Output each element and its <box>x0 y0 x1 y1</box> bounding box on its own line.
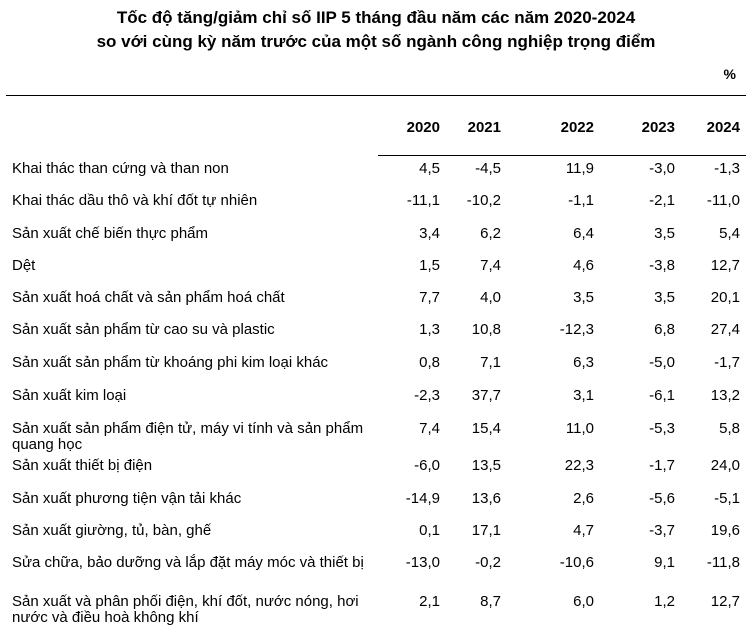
cell-value: 10,8 <box>471 321 501 338</box>
column-header-2020: 2020 <box>406 119 440 136</box>
row-label: Sản xuất thiết bị điện <box>12 457 153 474</box>
cell-value: 22,3 <box>564 457 594 474</box>
cell-value: 6,8 <box>654 321 675 338</box>
unit-label: % <box>723 66 736 82</box>
row-label: Sửa chữa, bảo dưỡng và lắp đặt máy móc v… <box>12 554 364 571</box>
cell-value: -6,0 <box>414 457 440 474</box>
header-rule <box>378 155 746 156</box>
column-header-2023: 2023 <box>641 119 675 136</box>
cell-value: 1,5 <box>419 257 440 274</box>
cell-value: -11,8 <box>706 554 740 571</box>
cell-value: -3,7 <box>649 522 675 539</box>
cell-value: 3,4 <box>419 225 440 242</box>
cell-value: 6,2 <box>480 225 501 242</box>
cell-value: 13,2 <box>710 387 740 404</box>
row-label: Sản xuất kim loại <box>12 387 127 404</box>
cell-value: 2,1 <box>419 593 440 610</box>
cell-value: 3,5 <box>573 289 594 306</box>
cell-value: 4,0 <box>480 289 501 306</box>
column-header-2024: 2024 <box>706 119 740 136</box>
title-line-2: so với cùng kỳ năm trước của một số ngàn… <box>96 32 656 51</box>
cell-value: 4,5 <box>419 160 440 177</box>
cell-value: 0,8 <box>419 354 440 371</box>
cell-value: 20,1 <box>710 289 740 306</box>
table-title: Tốc độ tăng/giảm chỉ số IIP 5 tháng đầu … <box>0 6 752 54</box>
cell-value: -11,1 <box>406 192 440 209</box>
cell-value: -10,6 <box>559 554 594 571</box>
cell-value: 11,0 <box>565 420 594 437</box>
cell-value: 12,7 <box>710 593 740 610</box>
row-label: Sản xuất chế biến thực phẩm <box>12 225 208 242</box>
row-label: Sản xuất sản phẩm từ khoáng phi kim loại… <box>12 354 329 371</box>
cell-value: 5,4 <box>719 225 740 242</box>
cell-value: -2,1 <box>649 192 675 209</box>
cell-value: 15,4 <box>471 420 501 437</box>
cell-value: -1,7 <box>649 457 675 474</box>
cell-value: 0,1 <box>419 522 440 539</box>
row-label: Sản xuất giường, tủ, bàn, ghế <box>12 522 212 539</box>
cell-value: 17,1 <box>471 522 501 539</box>
column-header-2022: 2022 <box>560 119 594 136</box>
row-label: Khai thác than cứng và than non <box>12 160 229 177</box>
cell-value: 3,1 <box>573 387 594 404</box>
cell-value: -10,2 <box>466 192 501 209</box>
cell-value: -3,8 <box>649 257 675 274</box>
cell-value: 1,2 <box>654 593 675 610</box>
cell-value: -5,1 <box>714 490 740 507</box>
cell-value: -4,5 <box>475 160 501 177</box>
cell-value: 37,7 <box>471 387 501 404</box>
cell-value: 27,4 <box>710 321 740 338</box>
cell-value: 13,5 <box>471 457 501 474</box>
row-label: Sản xuất và phân phối điện, khí đốt, nướ… <box>12 593 359 626</box>
cell-value: 7,7 <box>419 289 440 306</box>
cell-value: -13,0 <box>405 554 440 571</box>
cell-value: 3,5 <box>654 289 675 306</box>
row-label: Sản xuất sản phẩm điện tử, máy vi tính v… <box>12 420 364 453</box>
row-label: Sản xuất hoá chất và sản phẩm hoá chất <box>12 289 285 306</box>
cell-value: -12,3 <box>559 321 594 338</box>
cell-value: 19,6 <box>710 522 740 539</box>
cell-value: 24,0 <box>710 457 740 474</box>
title-line-1: Tốc độ tăng/giảm chỉ số IIP 5 tháng đầu … <box>116 8 636 27</box>
cell-value: -1,7 <box>714 354 740 371</box>
row-label: Khai thác dầu thô và khí đốt tự nhiên <box>12 192 258 209</box>
top-rule <box>6 95 746 96</box>
cell-value: -1,3 <box>714 160 740 177</box>
cell-value: 3,5 <box>654 225 675 242</box>
cell-value: -6,1 <box>649 387 675 404</box>
row-label: Dệt <box>12 257 36 274</box>
cell-value: -5,3 <box>649 420 675 437</box>
cell-value: 4,7 <box>573 522 594 539</box>
cell-value: 5,8 <box>719 420 740 437</box>
cell-value: 8,7 <box>480 593 501 610</box>
cell-value: 7,4 <box>480 257 501 274</box>
cell-value: 6,3 <box>573 354 594 371</box>
cell-value: 7,1 <box>480 354 501 371</box>
cell-value: 2,6 <box>573 490 594 507</box>
cell-value: -14,9 <box>405 490 440 507</box>
cell-value: 9,1 <box>654 554 675 571</box>
cell-value: 4,6 <box>573 257 594 274</box>
cell-value: 11,9 <box>565 160 594 177</box>
cell-value: 6,4 <box>573 225 594 242</box>
cell-value: 1,3 <box>419 321 440 338</box>
cell-value: 12,7 <box>710 257 740 274</box>
row-label: Sản xuất sản phẩm từ cao su và plastic <box>12 321 275 338</box>
cell-value: -2,3 <box>414 387 440 404</box>
column-header-2021: 2021 <box>467 119 501 136</box>
cell-value: 13,6 <box>471 490 501 507</box>
cell-value: -3,0 <box>649 160 675 177</box>
cell-value: 7,4 <box>419 420 440 437</box>
cell-value: 6,0 <box>573 593 594 610</box>
cell-value: -11,0 <box>706 192 740 209</box>
cell-value: -0,2 <box>475 554 501 571</box>
row-label: Sản xuất phương tiện vận tải khác <box>12 490 242 507</box>
cell-value: -5,6 <box>649 490 675 507</box>
cell-value: -5,0 <box>649 354 675 371</box>
cell-value: -1,1 <box>568 192 594 209</box>
